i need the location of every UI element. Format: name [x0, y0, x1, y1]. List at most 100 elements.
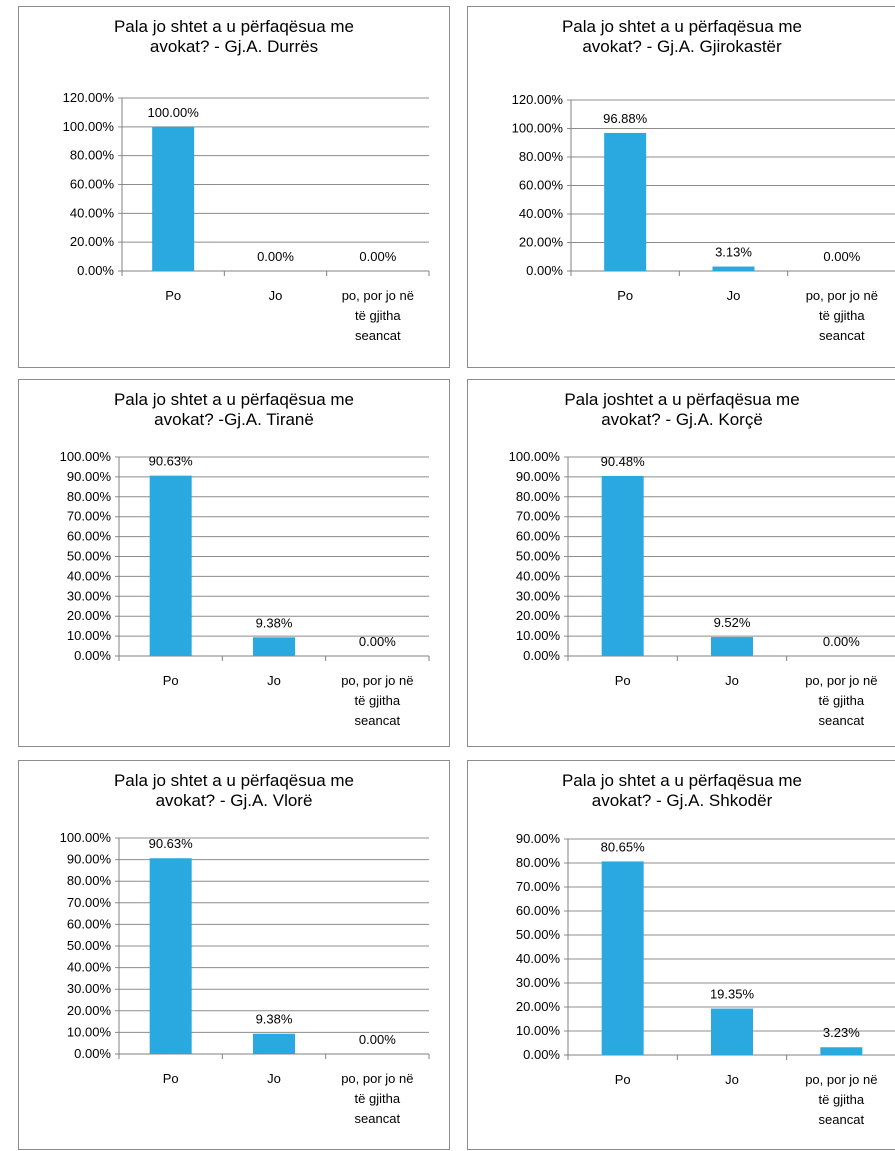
y-tick-label: 0.00% — [523, 648, 560, 663]
data-label: 0.00% — [823, 249, 860, 264]
y-tick-label: 50.00% — [67, 938, 112, 953]
data-label: 0.00% — [359, 1032, 396, 1047]
y-tick-label: 40.00% — [67, 960, 112, 975]
bar — [712, 266, 755, 271]
chart-title: Pala jo shtet a u përfaqësua me avokat? … — [113, 771, 355, 810]
x-tick-label: Jo — [269, 288, 283, 303]
y-tick-label: 20.00% — [67, 608, 112, 623]
y-tick-label: 100.00% — [509, 449, 561, 464]
y-tick-label: 80.00% — [67, 489, 112, 504]
bar — [149, 475, 192, 656]
x-tick-label: po, por jo në të gjitha seancat — [805, 673, 877, 728]
x-tick-label: Jo — [725, 1072, 739, 1087]
y-tick-label: 10.00% — [516, 1023, 561, 1038]
chart-panel-korce: Pala joshtet a u përfaqësua me avokat? -… — [467, 379, 895, 747]
data-label: 80.65% — [601, 839, 646, 854]
y-tick-label: 10.00% — [67, 628, 112, 643]
x-tick-label: Jo — [267, 673, 281, 688]
bar-chart: 0.00% 10.00% 20.00% 30.00% 40.00% 50.00% 60.00… — [516, 831, 895, 1127]
data-label: 0.00% — [359, 634, 396, 649]
x-tick-label: po, por jo në të gjitha seancat — [805, 1072, 877, 1127]
chart-title: Pala jo shtet a u përfaqësua me avokat? … — [113, 390, 355, 429]
data-label: 9.38% — [256, 615, 293, 630]
chart-panel-shkoder: Pala jo shtet a u përfaqësua me avokat? … — [467, 760, 895, 1150]
chart-panel-gjirokaster: Pala jo shtet a u përfaqësua me avokat? … — [467, 6, 895, 368]
y-tick-label: 40.00% — [67, 568, 112, 583]
y-tick-label: 80.00% — [67, 873, 112, 888]
data-label: 3.23% — [823, 1025, 860, 1040]
bar — [711, 1008, 753, 1055]
y-tick-label: 60.00% — [67, 529, 112, 544]
data-label: 90.48% — [601, 454, 646, 469]
y-tick-label: 20.00% — [70, 234, 115, 249]
y-tick-label: 40.00% — [519, 206, 564, 221]
data-label: 0.00% — [823, 634, 860, 649]
y-tick-label: 100.00% — [512, 121, 564, 136]
data-label: 0.00% — [359, 249, 396, 264]
chart-panel-tirane: Pala jo shtet a u përfaqësua me avokat? … — [18, 379, 450, 747]
chart-panel-vlore: Pala jo shtet a u përfaqësua me avokat? … — [18, 760, 450, 1150]
bar — [711, 637, 753, 656]
chart-title: Pala jo shtet a u përfaqësua me avokat? … — [113, 17, 355, 56]
y-tick-label: 50.00% — [516, 549, 561, 564]
y-tick-label: 0.00% — [77, 263, 114, 278]
x-tick-label: Po — [163, 673, 179, 688]
x-tick-label: po, por jo në të gjitha seancat — [342, 288, 414, 343]
y-tick-label: 60.00% — [516, 529, 561, 544]
y-tick-label: 30.00% — [67, 588, 112, 603]
y-tick-label: 40.00% — [516, 951, 561, 966]
y-tick-label: 30.00% — [516, 588, 561, 603]
data-label: 19.35% — [710, 987, 755, 1002]
x-tick-label: Po — [163, 1071, 179, 1086]
bar — [253, 1033, 295, 1054]
y-tick-label: 10.00% — [67, 1024, 112, 1039]
data-label: 9.52% — [714, 615, 751, 630]
y-tick-label: 60.00% — [70, 177, 115, 192]
y-tick-label: 80.00% — [519, 149, 564, 164]
x-tick-label: po, por jo në të gjitha seancat — [341, 1071, 413, 1126]
data-label: 100.00% — [148, 105, 200, 120]
x-tick-label: Jo — [267, 1071, 281, 1086]
y-tick-label: 90.00% — [67, 469, 112, 484]
y-tick-label: 0.00% — [526, 263, 563, 278]
data-label: 3.13% — [715, 245, 752, 260]
y-tick-label: 80.00% — [70, 148, 115, 163]
x-tick-label: Po — [165, 288, 181, 303]
bar — [152, 126, 195, 271]
bar-chart: 0.00% 10.00% 20.00% 30.00% 40.00% 50.00% 60.00… — [60, 449, 430, 728]
y-tick-label: 0.00% — [523, 1047, 560, 1062]
y-tick-label: 40.00% — [516, 568, 561, 583]
y-tick-label: 80.00% — [516, 855, 561, 870]
bar — [601, 475, 644, 656]
y-tick-label: 20.00% — [516, 999, 561, 1014]
y-tick-label: 90.00% — [67, 852, 112, 867]
chart-panel-durres: Pala jo shtet a u përfaqësua me avokat? … — [18, 6, 450, 368]
x-tick-label: Jo — [727, 288, 741, 303]
y-tick-label: 70.00% — [67, 509, 112, 524]
y-tick-label: 70.00% — [67, 895, 112, 910]
y-tick-label: 30.00% — [67, 981, 112, 996]
chart-title: Pala jo shtet a u përfaqësua me avokat? … — [561, 17, 803, 56]
data-label: 9.38% — [256, 1012, 293, 1027]
bar-chart: 0.00% 20.00% 40.00% 60.00% 80.00% 100.00% 120.… — [512, 92, 895, 343]
y-tick-label: 0.00% — [74, 648, 111, 663]
y-tick-label: 20.00% — [67, 1003, 112, 1018]
x-tick-label: Po — [617, 288, 633, 303]
y-tick-label: 120.00% — [63, 90, 115, 105]
chart-title: Pala jo shtet a u përfaqësua me avokat? … — [561, 771, 803, 810]
data-label: 90.63% — [149, 454, 194, 469]
data-label: 90.63% — [149, 836, 194, 851]
bar — [253, 637, 295, 656]
y-tick-label: 0.00% — [74, 1046, 111, 1061]
y-tick-label: 20.00% — [516, 608, 561, 623]
y-tick-label: 20.00% — [519, 235, 564, 250]
bar-chart: 0.00% 10.00% 20.00% 30.00% 40.00% 50.00% 60.00… — [509, 449, 895, 728]
y-tick-label: 50.00% — [67, 549, 112, 564]
chart-title: Pala joshtet a u përfaqësua me avokat? -… — [564, 390, 800, 429]
x-tick-label: po, por jo në të gjitha seancat — [341, 673, 413, 728]
y-tick-label: 100.00% — [63, 119, 115, 134]
y-tick-label: 40.00% — [70, 205, 115, 220]
bar-chart: 0.00% 20.00% 40.00% 60.00% 80.00% 100.00% 120.… — [63, 90, 430, 343]
bar — [820, 1047, 863, 1055]
bar — [604, 132, 647, 271]
